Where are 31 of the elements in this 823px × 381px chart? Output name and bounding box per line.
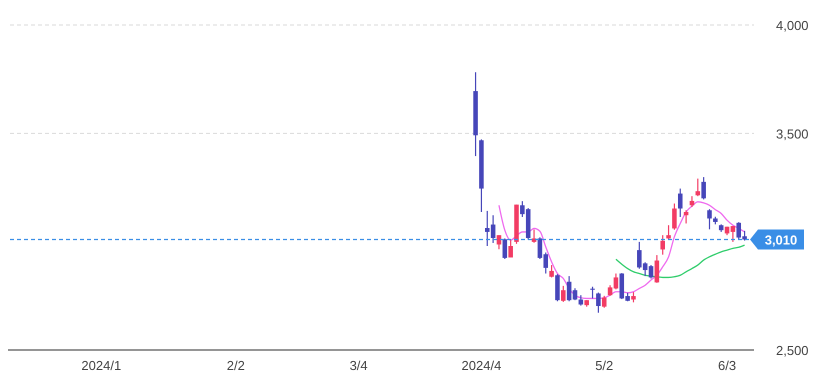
candlestick bbox=[654, 254, 660, 284]
candlestick bbox=[690, 196, 694, 208]
candlestick bbox=[672, 202, 677, 230]
y-tick-label: 3,500 bbox=[776, 126, 809, 142]
candlestick bbox=[549, 264, 554, 278]
candlestick bbox=[508, 240, 513, 258]
candlestick bbox=[532, 228, 536, 244]
candlestick bbox=[701, 176, 706, 200]
x-tick-label: 6/3 bbox=[718, 358, 736, 373]
candlestick bbox=[496, 234, 502, 250]
candlestick bbox=[707, 208, 712, 230]
candlestick bbox=[696, 178, 700, 197]
candlestick bbox=[684, 210, 688, 224]
candlestick bbox=[678, 188, 683, 218]
candlestick bbox=[660, 234, 665, 256]
x-tick-label: 2/2 bbox=[226, 358, 245, 373]
x-tick-label: 5/2 bbox=[595, 358, 614, 373]
candlestick bbox=[666, 224, 671, 240]
x-tick-label: 2024/1 bbox=[81, 358, 122, 373]
candlestick bbox=[590, 286, 595, 300]
candlestick bbox=[578, 294, 584, 306]
candlestick bbox=[561, 285, 566, 302]
candlestick bbox=[596, 292, 601, 314]
y-tick-label: 2,500 bbox=[776, 343, 809, 358]
y-tick-label: 4,000 bbox=[776, 18, 809, 33]
ref-line-label: 3,010 bbox=[764, 232, 798, 248]
candlestick bbox=[602, 295, 607, 308]
x-tick-label: 3/4 bbox=[350, 358, 368, 373]
x-tick-label: 2024/4 bbox=[462, 358, 502, 373]
candlestick bbox=[502, 238, 508, 260]
candlestick bbox=[631, 292, 636, 303]
